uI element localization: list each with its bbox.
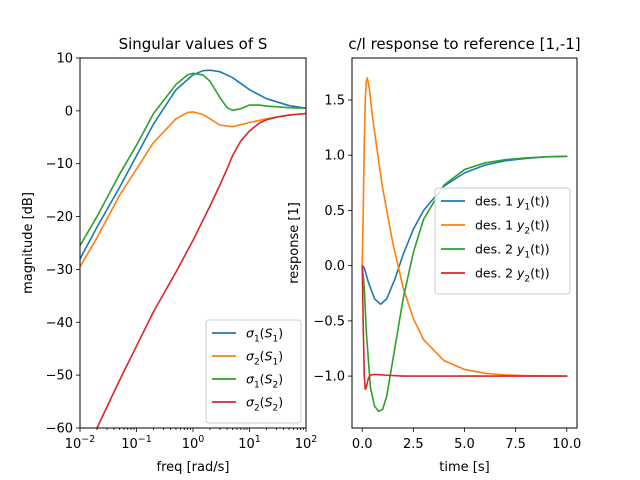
y-tick-label: 0.5 bbox=[324, 204, 345, 219]
x-tick-label: 100 bbox=[182, 434, 205, 452]
x-tick-label: 10−2 bbox=[65, 434, 96, 452]
x-axis-label: time [s] bbox=[439, 460, 489, 475]
legend-label-3: σ1(S2) bbox=[246, 372, 283, 391]
chart-2: 0.0 2.5 5.0 7.5 10.0 −1.0 −0.5 0.0 0.5 1.0 1.5 c/l … bbox=[287, 35, 581, 475]
series-line-2 bbox=[361, 77, 568, 377]
y-axis-label: response [1] bbox=[287, 202, 302, 284]
legend-box bbox=[205, 319, 302, 424]
legend-label-3: des. 2 y1(t)) bbox=[475, 242, 550, 261]
series-line-1 bbox=[80, 69, 306, 260]
y-tick-label: −60 bbox=[46, 422, 73, 437]
y-tick-label: −10 bbox=[46, 157, 73, 172]
y-tick-label: 10 bbox=[56, 52, 73, 67]
chart-title: Singular values of S bbox=[119, 35, 268, 53]
legend-label-1: des. 1 y1(t)) bbox=[475, 194, 550, 213]
series-group bbox=[361, 77, 568, 413]
legend-label-4: des. 2 y2(t)) bbox=[475, 266, 550, 285]
x-tick-label: 10.0 bbox=[552, 437, 581, 452]
y-tick-label: 0.0 bbox=[324, 259, 345, 274]
x-tick-label: 0.0 bbox=[352, 437, 373, 452]
x-tick-label: 5.0 bbox=[454, 437, 475, 452]
x-tick-label: 101 bbox=[238, 434, 261, 452]
series-line-4 bbox=[96, 112, 306, 428]
y-tick-label: −50 bbox=[46, 369, 73, 384]
x-tick-label: 7.5 bbox=[505, 437, 526, 452]
x-tick-label: 102 bbox=[295, 434, 318, 452]
x-axis-label: freq [rad/s] bbox=[157, 460, 230, 475]
y-tick-label: 1.0 bbox=[324, 149, 345, 164]
legend-label-1: σ1(S1) bbox=[246, 326, 283, 345]
legend: des. 1 y1(t)) des. 1 y2(t)) des. 2 y1(t)) d… bbox=[434, 187, 571, 295]
y-tick-label: −1.0 bbox=[313, 370, 345, 385]
y-tick-label: −30 bbox=[46, 263, 73, 278]
legend-label-4: σ2(S2) bbox=[246, 395, 283, 414]
y-tick-label: −0.5 bbox=[313, 314, 345, 329]
series-line-4 bbox=[361, 264, 568, 391]
y-axis-label: magnitude [dB] bbox=[21, 192, 36, 294]
y-tick-label: 0 bbox=[65, 104, 73, 119]
chart-title: c/l response to reference [1,-1] bbox=[348, 35, 580, 53]
series-group bbox=[80, 69, 306, 428]
series-line-3 bbox=[361, 155, 568, 413]
legend-label-2: des. 1 y2(t)) bbox=[475, 218, 550, 237]
series-line-2 bbox=[80, 111, 306, 268]
series-line-3 bbox=[80, 72, 306, 247]
legend-label-2: σ2(S1) bbox=[246, 349, 283, 368]
legend-box bbox=[434, 187, 571, 295]
x-tick-label: 2.5 bbox=[403, 437, 424, 452]
legend: σ1(S1) σ2(S1) σ1(S2) σ2(S2) bbox=[205, 319, 302, 424]
y-tick-label: 1.5 bbox=[324, 93, 345, 108]
y-tick-label: −20 bbox=[46, 210, 73, 225]
x-tick-label: 10−1 bbox=[121, 434, 152, 452]
chart-1: 10−2 10−1 100 101 102 −60 −50 −40 −30 −20 −10 0 10 Si… bbox=[21, 35, 317, 475]
series-line-1 bbox=[361, 155, 568, 306]
y-tick-label: −40 bbox=[46, 316, 73, 331]
